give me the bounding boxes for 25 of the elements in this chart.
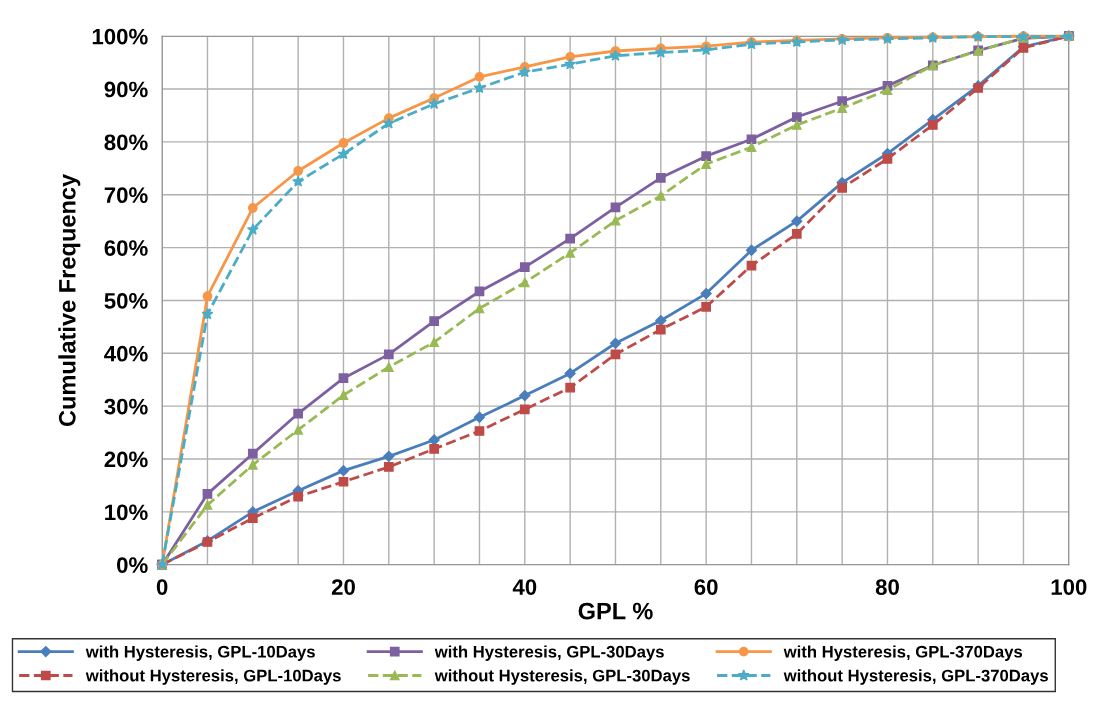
x-axis-title: GPL % bbox=[578, 602, 653, 620]
x-tick-label: 20 bbox=[331, 579, 355, 595]
y-tick-label: 100% bbox=[92, 28, 148, 45]
y-tick-label: 80% bbox=[104, 134, 148, 151]
y-tick-label: 90% bbox=[104, 81, 148, 98]
y-tick-label: 50% bbox=[104, 292, 148, 309]
x-tick-label: 80 bbox=[875, 579, 899, 595]
legend-label: with Hysteresis, GPL-30Days bbox=[434, 645, 664, 661]
y-tick-label: 30% bbox=[104, 398, 148, 415]
y-tick-label: 10% bbox=[105, 504, 148, 521]
y-tick-label: 60% bbox=[104, 240, 148, 256]
y-tick-label: 0% bbox=[117, 557, 148, 573]
y-tick-label: 20% bbox=[104, 451, 148, 468]
legend-label: without Hysteresis, GPL-30Days bbox=[434, 669, 690, 685]
legend-label: with Hysteresis, GPL-10Days bbox=[85, 645, 315, 661]
legend-label: with Hysteresis, GPL-370Days bbox=[783, 645, 1023, 661]
y-tick-label: 70% bbox=[104, 187, 148, 204]
y-axis-title: Cumulative Frequency bbox=[58, 173, 81, 427]
x-tick-label: 40 bbox=[512, 579, 537, 595]
legend-label: without Hysteresis, GPL-370Days bbox=[783, 669, 1048, 685]
x-tick-label: 60 bbox=[694, 579, 718, 595]
x-tick-label: 100 bbox=[1051, 579, 1087, 595]
legend-label: without Hysteresis, GPL-10Days bbox=[85, 669, 341, 685]
x-tick-label: 0 bbox=[156, 579, 168, 595]
y-tick-label: 40% bbox=[104, 345, 148, 362]
